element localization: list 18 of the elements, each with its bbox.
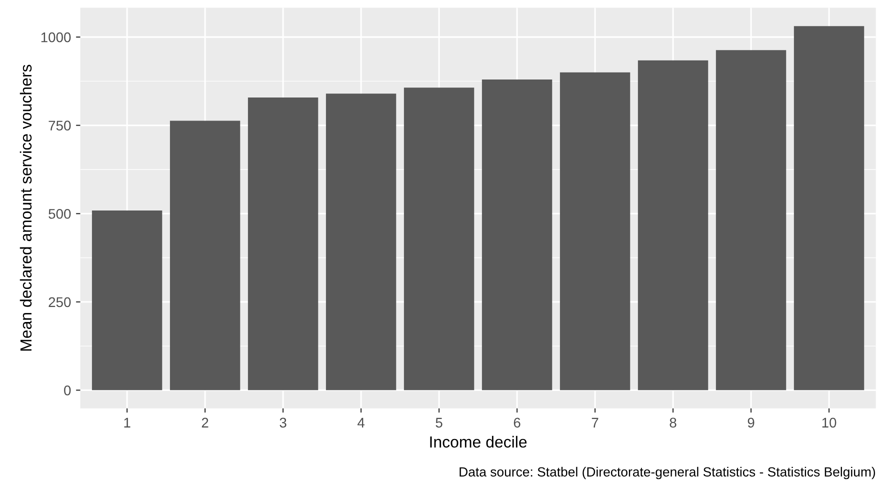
x-tick-label: 1 — [124, 418, 130, 428]
x-tick-label: 8 — [670, 418, 676, 428]
y-tick-label: 1000 — [41, 32, 71, 42]
x-tick-label: 9 — [748, 418, 754, 428]
y-tick-label: 500 — [48, 208, 71, 219]
source-note: Data source: Statbel (Directorate-general Statistics - Statistics Belgium) — [460, 466, 876, 480]
y-tick-label: 750 — [48, 120, 71, 131]
x-tick-label: 10 — [822, 418, 836, 428]
x-tick-label: 7 — [592, 418, 598, 428]
x-tick-label: 6 — [514, 418, 520, 428]
y-tick-label: 250 — [48, 297, 71, 308]
y-tick-label: 0 — [64, 386, 71, 396]
x-tick-label: 3 — [280, 418, 286, 428]
x-axis-title: Income decile — [430, 436, 527, 448]
x-tick-label: 2 — [202, 418, 208, 428]
y-axis-title: Mean declared amount service vouchers — [20, 64, 32, 351]
x-tick-label: 5 — [436, 418, 442, 428]
x-tick-label: 4 — [358, 418, 365, 428]
